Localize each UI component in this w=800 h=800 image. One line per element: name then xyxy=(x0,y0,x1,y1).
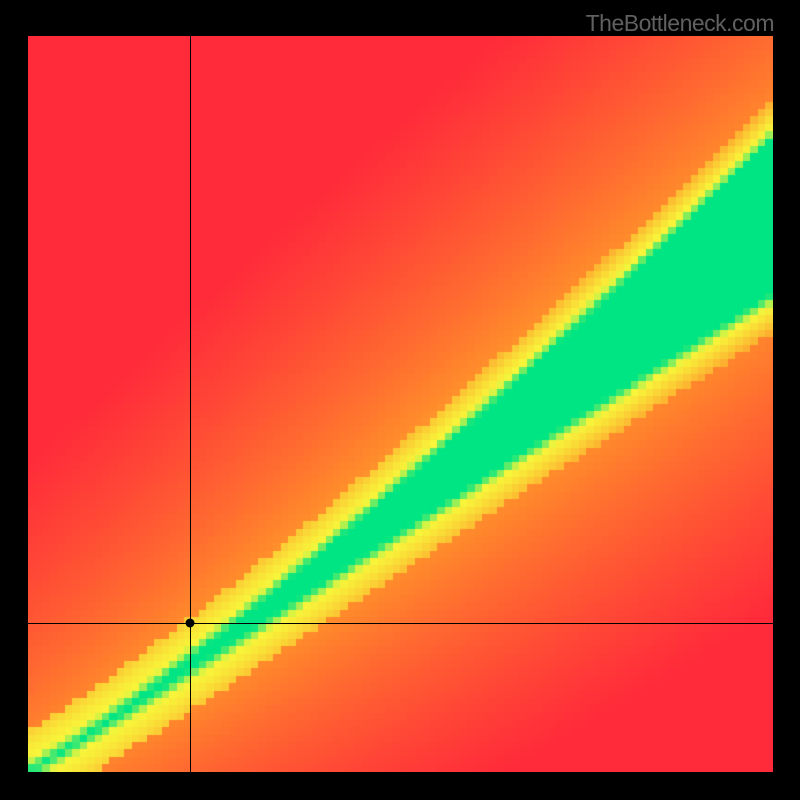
watermark-text: TheBottleneck.com xyxy=(586,10,774,37)
crosshair-horizontal xyxy=(28,623,773,624)
crosshair-vertical xyxy=(190,36,191,772)
chart-container: TheBottleneck.com xyxy=(0,0,800,800)
bottleneck-heatmap xyxy=(28,36,773,772)
crosshair-marker xyxy=(186,619,195,628)
